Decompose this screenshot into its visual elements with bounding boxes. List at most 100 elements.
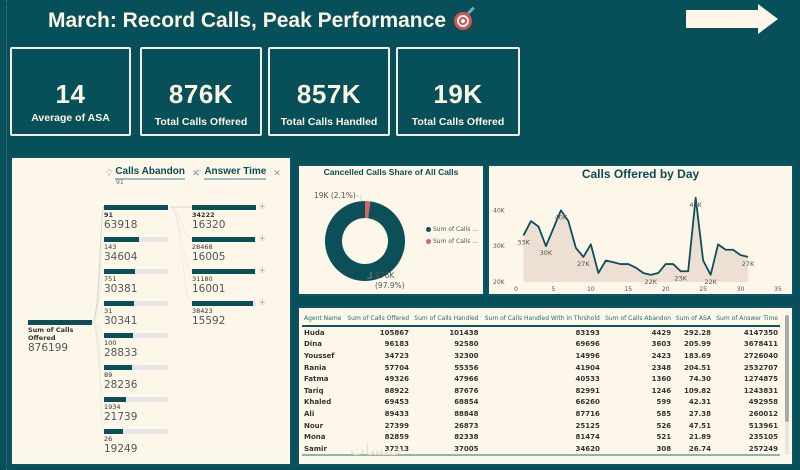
tree-node[interactable]: 1934 21739 [104,397,168,423]
root-value: 876199 [28,342,69,354]
donut-slice-offered[interactable] [325,201,405,281]
agent-name-cell: Samir [304,444,327,453]
table-cell: 82859 [384,433,410,442]
tree-node[interactable]: 91 63918 [104,205,168,231]
legend-item-offered[interactable]: Sum of Calls ... [426,226,478,233]
x-tick-label: 0 [514,286,518,293]
table-row[interactable]: Nour 27399 26873 25125 526 47.51 513961 [302,420,780,432]
column-header[interactable]: Sum of ASA [673,313,713,327]
close-icon[interactable]: ✕ [191,167,200,178]
tree-node[interactable]: 143 34604 [104,237,168,263]
table-cell: 40533 [575,375,600,384]
table-cell: 88848 [454,409,479,418]
table-row[interactable]: Ali 89433 88848 87716 585 27.38 260012 [302,408,780,420]
tree-node[interactable]: 38423 15592 + [192,298,266,327]
legend-item-abandoned[interactable]: Sum of Calls ... [426,238,478,245]
column-header[interactable]: Sum of Calls Abandon [601,313,674,327]
x-tick-label: 10 [587,286,595,293]
node-bar-track [104,397,168,402]
node-key: 100 [104,339,117,347]
expand-icon[interactable]: + [258,298,266,308]
kpi-card-total-calls-handled[interactable]: 857K Total Calls Handled [268,47,390,136]
tree-node[interactable]: 100 28833 [104,333,168,359]
kpi-card-average-asa[interactable]: 14 Average of ASA [10,47,131,136]
agent-name-cell: Youssef [304,351,335,360]
column-header[interactable]: Sum of Calls Handled With in Thrshold [480,313,602,327]
expand-icon[interactable]: + [258,234,266,244]
table-cell: 521 [656,433,672,442]
kpi-card-total-calls-offered[interactable]: 876K Total Calls Offered [140,47,262,136]
table-cell: 599 [656,398,672,407]
column-header[interactable]: Sum of Calls Handled [411,313,481,327]
table-row[interactable]: Huda 105867 101438 83193 4429 292.28 4147350 [302,326,780,339]
column-header[interactable]: Sum of Answer Time [713,313,780,327]
legend-dot [426,227,431,232]
legend-label: Sum of Calls ... [433,238,479,245]
level-header-calls-abandon[interactable]: 💡︎ Calls Abandon ✕ [106,166,200,180]
column-header[interactable]: Agent Name [302,313,345,327]
leader-line-large [367,272,372,279]
table-cell: 87676 [454,386,479,395]
kpi-value: 14 [55,79,86,109]
scrollbar-thumb[interactable] [785,315,789,422]
series-line[interactable] [522,196,749,276]
agent-name-cell: Rania [304,363,327,372]
tree-node[interactable]: 89 28236 [104,365,168,391]
table-row[interactable]: Fatma 49326 47966 40533 1360 74.30 1274875 [302,373,780,385]
table-cell: 2423 [651,351,672,360]
table-cell: 37313 [384,444,410,453]
y-tick-label: 40K [493,207,506,214]
table-row[interactable]: Dina 96183 92580 69696 3603 205.99 3678411 [302,339,780,351]
expand-icon[interactable]: + [258,266,266,276]
table-scrollbar[interactable] [785,315,789,455]
level-header-answer-time[interactable]: 💡︎ Answer Time ✕ [195,166,281,180]
tree-node[interactable]: 751 30381 [104,269,168,295]
node-bar-fill [192,269,255,274]
data-label: 27K [577,260,590,268]
table-cell: 492958 [748,398,778,407]
decomposition-connectors [91,206,193,432]
node-bar-track [104,269,168,274]
table-cell: 41904 [575,363,600,372]
table-cell: 1243831 [743,386,778,395]
table-row[interactable]: Samir 37313 37005 34620 308 26.74 257249 [302,443,780,455]
next-page-button[interactable] [686,4,778,34]
kpi-card-total-calls-abandoned[interactable]: 19K Total Calls Offered [396,47,520,136]
line-chart: 0 5 10 15 20 25 30 35 20K 30K 40K 33K 30K 40K 27K 22K 23… [493,196,782,293]
agent-name-cell: Mona [304,433,326,442]
tree-node[interactable]: 34222 16320 + [192,202,266,231]
table-footer-rule [302,454,780,456]
close-icon[interactable]: ✕ [273,167,281,178]
table-cell: 14996 [575,351,600,360]
table-row[interactable]: Mona 82859 82338 81474 521 21.89 235105 [302,431,780,443]
root-node[interactable]: Sum of Calls Offered 876199 [28,320,92,354]
node-bar-track [192,237,256,242]
table-row[interactable]: Khaled 69453 68854 66260 599 42.31 492958 [302,397,780,409]
donut-slice-abandoned[interactable] [365,201,371,219]
tree-node[interactable]: 31180 16001 + [192,266,266,295]
table-row[interactable]: Tariq 88922 87676 82991 1246 109.82 1243831 [302,385,780,397]
donut-legend: Sum of Calls ... Sum of Calls ... [426,226,478,250]
agent-name-cell: Fatma [304,375,329,384]
decomposition-tree: 💡︎ Calls Abandon ✕ 91 💡︎ Answer Time ✕ S… [10,156,292,466]
node-bar-fill [192,301,254,306]
table-cell: 21.89 [688,433,711,442]
tree-node[interactable]: 31 30341 [104,301,168,327]
agent-name-cell: Nour [304,421,324,430]
donut-chart-panel: Cancelled Calls Share of All Calls 19K (… [297,164,485,296]
table-cell: 82338 [454,433,479,442]
table-row[interactable]: Youssef 34723 32300 14996 2423 183.69 2726040 [302,350,780,362]
tree-node[interactable]: 28468 16005 + [192,234,266,263]
node-value: 21739 [104,411,138,423]
table-row[interactable]: Rania 57704 55356 41904 2348 204.51 2532707 [302,362,780,374]
table-cell: 26.74 [688,444,711,453]
table-cell: 2726040 [743,351,778,360]
node-key: 89 [104,371,113,379]
table-cell: 183.69 [683,351,711,360]
tree-node[interactable]: 26 19249 [104,429,168,455]
table-cell: 4147350 [743,328,778,337]
expand-icon[interactable]: + [258,202,266,212]
node-bar-fill [104,365,133,370]
node-value: 30341 [104,315,138,327]
column-header[interactable]: Sum of Calls Offered [344,313,412,327]
